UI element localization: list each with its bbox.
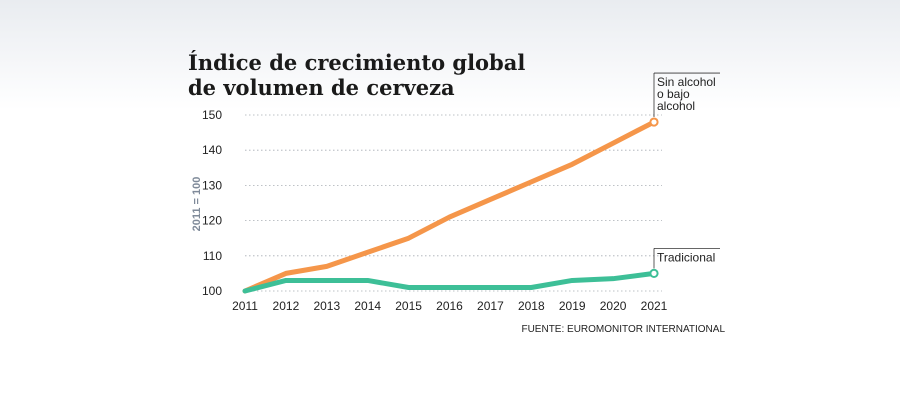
series-name-label: Sin alcohol	[657, 75, 716, 89]
chart-title-line-2: de volumen de cerveza	[188, 75, 455, 100]
x-tick-label: 2019	[559, 299, 586, 313]
series-lines	[242, 117, 659, 294]
y-tick-label: 140	[202, 143, 222, 157]
y-tick-label: 100	[202, 284, 222, 298]
x-tick-label: 2017	[477, 299, 504, 313]
series-line	[242, 119, 657, 294]
series-name-label: Tradicional	[657, 250, 715, 264]
x-tick-label: 2011	[232, 299, 258, 313]
series-line	[242, 270, 657, 294]
x-tick-label: 2015	[395, 299, 422, 313]
y-tick-label: 120	[202, 214, 222, 228]
x-tick-label: 2018	[518, 299, 545, 313]
x-tick-label: 2014	[354, 299, 381, 313]
x-tick-label: 2016	[436, 299, 463, 313]
x-tick-label: 2020	[600, 299, 627, 313]
chart-title-line-1: Índice de crecimiento global	[188, 50, 525, 75]
x-tick-label: 2013	[313, 299, 340, 313]
y-ticks: 100 110 120 130 140 150	[202, 108, 222, 298]
x-ticks: 2011 2012 2013 2014 2015 2016 2017 2018 2019 2020…	[232, 299, 668, 313]
y-tick-label: 130	[202, 178, 222, 192]
y-axis-label: 2011 = 100	[191, 177, 203, 232]
series-end-marker	[649, 268, 659, 278]
source-note: FUENTE: EUROMONITOR INTERNATIONAL	[521, 324, 725, 335]
series-name-label: o bajo	[657, 87, 690, 101]
x-tick-label: 2012	[273, 299, 300, 313]
y-tick-label: 150	[202, 108, 222, 122]
series-name-label: alcohol	[657, 99, 695, 113]
y-tick-label: 110	[203, 249, 222, 263]
x-tick-label: 2021	[641, 299, 668, 313]
series-end-marker	[649, 117, 659, 127]
gridlines	[245, 114, 662, 292]
